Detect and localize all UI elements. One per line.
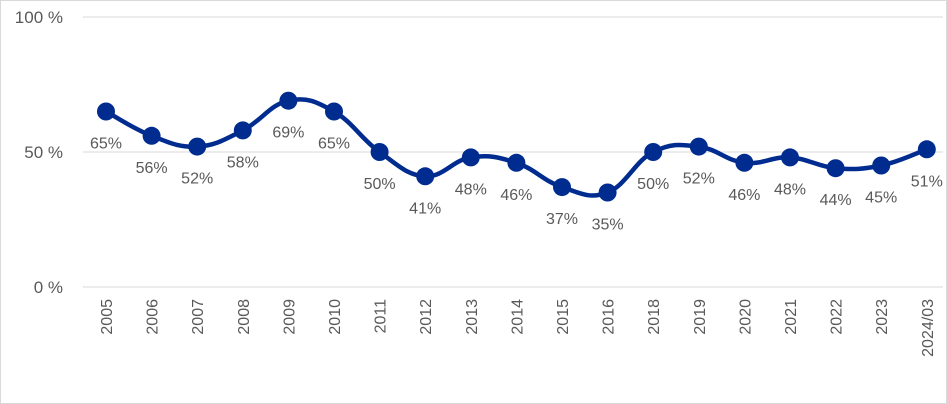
- x-tick-label-2024-03: 2024/03: [920, 299, 937, 357]
- data-point-2006: [142, 126, 161, 145]
- data-point-2010: [325, 102, 343, 121]
- x-tick-label-2014: 2014: [509, 299, 526, 335]
- data-label-2013: 48%: [455, 181, 487, 198]
- y-axis-ticks: 0 % 50 % 100 %: [15, 8, 63, 297]
- data-label-2005: 65%: [90, 136, 122, 153]
- data-point-2014: [507, 153, 526, 172]
- data-point-2023: [872, 156, 891, 175]
- x-tick-label-2010: 2010: [327, 299, 344, 335]
- data-label-2020: 46%: [728, 187, 760, 204]
- x-axis-ticks: 2005 2006 2007 2008 2009 2010 2011 2012 2013 2014…: [99, 299, 937, 357]
- data-label-2016: 35%: [592, 217, 624, 234]
- data-point-2009: [279, 91, 298, 110]
- data-point-2015: [553, 178, 571, 197]
- x-tick-label-2005: 2005: [99, 299, 116, 335]
- gridlines: [83, 16, 943, 288]
- data-point-2020: [735, 153, 754, 172]
- y-tick-label-0: 0 %: [34, 278, 63, 297]
- data-label-2010: 65%: [318, 136, 350, 153]
- data-label-2018: 50%: [637, 176, 669, 193]
- x-tick-label-2012: 2012: [418, 299, 435, 335]
- x-tick-label-2020: 2020: [737, 299, 754, 335]
- data-labels: 65% 56% 52% 58% 69% 65% 50% 41% 48% 46% 37% 35% 50% 5…: [90, 125, 943, 234]
- x-tick-label-2015: 2015: [555, 299, 572, 335]
- data-point-2005: [97, 102, 115, 121]
- x-tick-label-2023: 2023: [874, 299, 891, 335]
- data-point-2018: [644, 143, 663, 161]
- data-point-2011: [370, 143, 389, 161]
- data-point-2008: [233, 121, 252, 140]
- data-point-2007: [188, 137, 207, 156]
- x-tick-label-2021: 2021: [783, 299, 800, 335]
- x-tick-label-2011: 2011: [373, 299, 390, 334]
- data-label-2012: 41%: [409, 200, 441, 217]
- data-label-2007: 52%: [181, 171, 213, 188]
- data-label-2006: 56%: [136, 160, 168, 177]
- data-point-2012: [416, 167, 435, 186]
- data-label-2011: 50%: [364, 176, 396, 193]
- data-label-2015: 37%: [546, 211, 578, 228]
- data-point-2019: [689, 137, 708, 156]
- data-label-2014: 46%: [500, 187, 532, 204]
- data-label-2019: 52%: [683, 171, 715, 188]
- data-point-2022: [826, 159, 845, 178]
- data-label-2022: 44%: [820, 192, 852, 209]
- x-tick-label-2018: 2018: [646, 299, 663, 335]
- data-label-2024-03: 51%: [911, 173, 943, 190]
- data-label-2008: 58%: [227, 154, 259, 171]
- data-label-2009: 69%: [272, 125, 304, 142]
- data-label-2021: 48%: [774, 181, 806, 198]
- x-tick-label-2007: 2007: [190, 299, 207, 335]
- data-point-2013: [461, 148, 480, 167]
- x-tick-label-2009: 2009: [281, 299, 298, 335]
- x-tick-label-2019: 2019: [692, 299, 709, 335]
- data-point-2024-03: [917, 140, 936, 159]
- x-tick-label-2008: 2008: [236, 299, 253, 335]
- data-label-2023: 45%: [865, 190, 897, 207]
- y-tick-label-100: 100 %: [15, 8, 63, 27]
- data-point-2021: [781, 148, 799, 167]
- series-layer: [97, 91, 936, 202]
- x-tick-label-2013: 2013: [464, 299, 481, 335]
- x-tick-label-2022: 2022: [829, 299, 846, 335]
- x-tick-label-2016: 2016: [601, 299, 618, 335]
- x-tick-label-2006: 2006: [145, 299, 162, 335]
- y-tick-label-50: 50 %: [24, 143, 63, 162]
- data-point-2016: [598, 183, 617, 202]
